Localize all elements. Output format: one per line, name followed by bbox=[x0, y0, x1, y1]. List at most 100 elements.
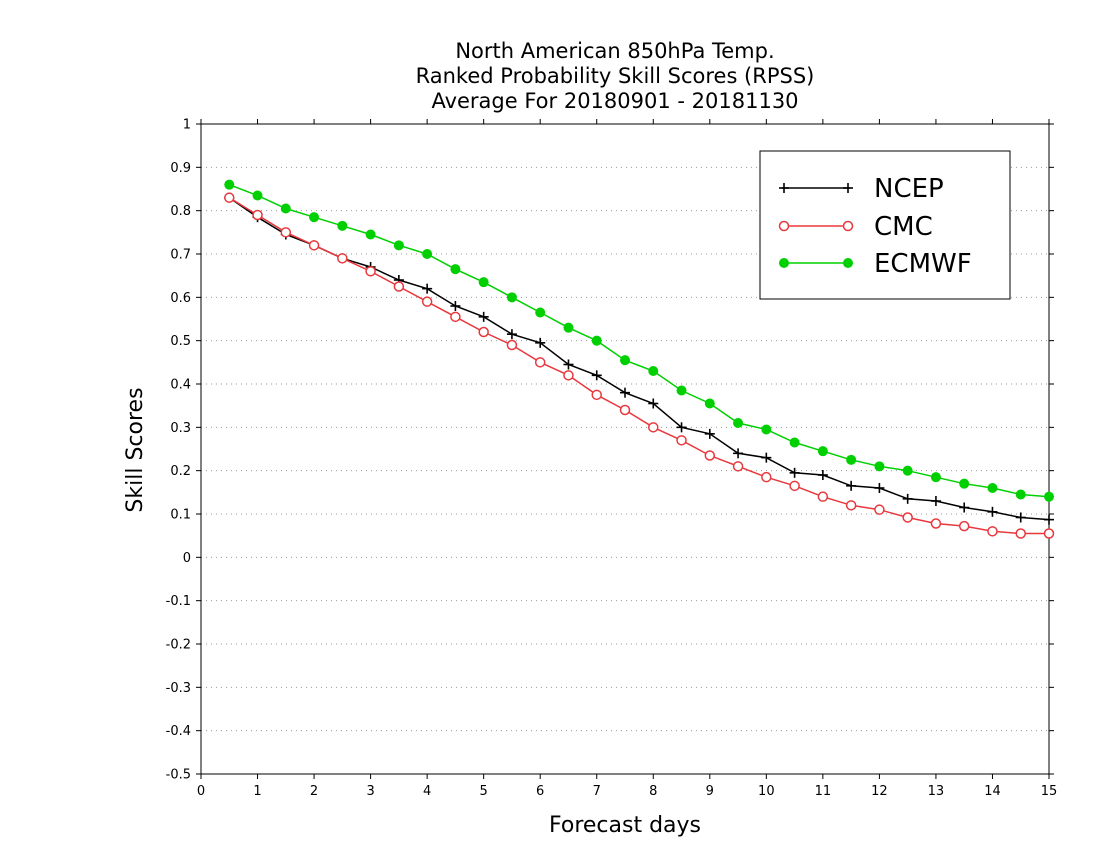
y-tick-label: 0.6 bbox=[170, 291, 191, 306]
chart-title-line-2: Ranked Probability Skill Scores (RPSS) bbox=[416, 64, 815, 88]
data-point-ncep bbox=[478, 311, 489, 322]
data-point-ncep bbox=[846, 480, 857, 491]
data-point-ncep bbox=[761, 452, 772, 463]
data-point-ncep bbox=[620, 387, 630, 398]
data-point-ecmwf bbox=[422, 249, 433, 259]
tick-labels: -0.5 -0.4 -0.3 -0.2 -0.1 0 0.1 0.2 0.3 0.4 0.5 0.6 0… bbox=[166, 118, 1058, 800]
series-layer bbox=[224, 179, 1055, 539]
data-point-ncep bbox=[959, 502, 970, 513]
legend-item-cmc: CMC bbox=[778, 212, 933, 242]
data-point-cmc bbox=[704, 450, 716, 461]
data-point-ncep bbox=[563, 359, 574, 370]
x-tick-label: 3 bbox=[366, 784, 374, 799]
data-point-ncep bbox=[733, 448, 744, 459]
legend-marker-ecmwf bbox=[843, 258, 853, 268]
x-tick-label: 0 bbox=[197, 784, 205, 799]
data-point-cmc bbox=[619, 404, 631, 416]
data-point-cmc bbox=[280, 227, 292, 238]
y-axis-label: Skill Scores bbox=[123, 387, 148, 512]
legend-item-ncep: NCEP bbox=[779, 174, 944, 204]
x-tick-label: 2 bbox=[310, 784, 318, 799]
y-tick-label: 0.3 bbox=[170, 421, 191, 436]
data-point-ecmwf bbox=[506, 292, 517, 303]
x-tick-label: 11 bbox=[815, 784, 832, 799]
data-point-ecmwf bbox=[761, 424, 772, 435]
data-point-ecmwf bbox=[733, 418, 744, 428]
data-point-ecmwf bbox=[676, 385, 687, 396]
data-point-cmc bbox=[252, 209, 263, 221]
x-tick-label: 13 bbox=[928, 784, 945, 799]
data-point-ecmwf bbox=[930, 472, 941, 483]
data-point-ncep bbox=[874, 483, 885, 493]
y-tick-label: -0.1 bbox=[166, 594, 191, 609]
data-point-ecmwf bbox=[704, 398, 715, 409]
x-tick-label: 12 bbox=[871, 784, 888, 799]
data-point-cmc bbox=[478, 326, 489, 338]
data-point-ecmwf bbox=[280, 203, 291, 214]
legend-marker-ncep bbox=[779, 183, 789, 193]
x-tick-label: 8 bbox=[649, 784, 657, 799]
data-point-cmc bbox=[761, 471, 772, 483]
x-axis-label: Forecast days bbox=[549, 813, 701, 838]
y-tick-label: 0.7 bbox=[170, 248, 191, 263]
legend-marker-cmc bbox=[778, 220, 790, 232]
data-point-cmc bbox=[930, 518, 942, 529]
x-tick-label: 6 bbox=[536, 784, 544, 799]
plot-frame bbox=[200, 123, 1050, 775]
chart-title: North American 850hPa Temp. Ranked Proba… bbox=[416, 39, 815, 113]
x-tick-label: 10 bbox=[758, 784, 775, 799]
data-point-ncep bbox=[676, 422, 687, 433]
legend-marker-cmc bbox=[842, 220, 854, 232]
x-tick-label: 7 bbox=[593, 784, 601, 799]
y-tick-label: 0.8 bbox=[170, 204, 191, 219]
series-ecmwf bbox=[224, 179, 1054, 502]
data-point-cmc bbox=[874, 504, 885, 515]
data-point-cmc bbox=[365, 266, 376, 277]
data-point-ecmwf bbox=[846, 454, 857, 465]
data-point-ecmwf bbox=[987, 483, 998, 493]
data-point-ecmwf bbox=[252, 190, 263, 201]
data-point-cmc bbox=[789, 480, 800, 492]
legend-label-ncep: NCEP bbox=[874, 174, 944, 204]
legend-box bbox=[759, 150, 1011, 300]
y-tick-label: -0.4 bbox=[166, 724, 191, 739]
data-point-cmc bbox=[308, 240, 320, 251]
data-point-ecmwf bbox=[535, 307, 546, 318]
data-point-ncep bbox=[1015, 512, 1026, 523]
legend-label-ecmwf: ECMWF bbox=[874, 249, 972, 279]
y-tick-label: -0.3 bbox=[166, 681, 191, 696]
data-point-ncep bbox=[930, 496, 941, 506]
data-point-ncep bbox=[987, 506, 998, 517]
data-point-cmc bbox=[506, 339, 518, 351]
legend-marker-ecmwf bbox=[779, 258, 789, 268]
axis-ticks bbox=[196, 119, 1054, 779]
data-point-cmc bbox=[224, 192, 235, 203]
series-cmc bbox=[224, 192, 1055, 539]
y-tick-label: 0.4 bbox=[170, 378, 191, 393]
legend-item-ecmwf: ECMWF bbox=[779, 249, 972, 279]
data-point-ecmwf bbox=[393, 240, 404, 251]
data-point-ecmwf bbox=[1015, 489, 1026, 500]
data-point-ncep bbox=[789, 467, 800, 478]
data-point-ncep bbox=[535, 337, 546, 348]
data-point-cmc bbox=[987, 526, 998, 537]
x-tick-label: 4 bbox=[423, 784, 431, 799]
data-point-cmc bbox=[732, 461, 744, 472]
data-point-cmc bbox=[1043, 528, 1055, 539]
y-tick-label: 0.9 bbox=[170, 161, 191, 176]
legend: NCEP CMC ECMWF bbox=[759, 150, 1011, 300]
data-point-ncep bbox=[422, 283, 433, 294]
data-point-ecmwf bbox=[1044, 491, 1054, 502]
data-point-cmc bbox=[450, 311, 461, 323]
x-tick-label: 5 bbox=[480, 784, 488, 799]
data-point-ecmwf bbox=[478, 277, 489, 288]
data-point-ecmwf bbox=[874, 461, 885, 472]
data-point-cmc bbox=[817, 491, 829, 502]
chart-title-line-1: North American 850hPa Temp. bbox=[455, 39, 774, 63]
data-point-cmc bbox=[534, 357, 546, 368]
y-tick-label: 1 bbox=[183, 118, 191, 133]
data-point-ecmwf bbox=[365, 229, 376, 240]
data-point-ecmwf bbox=[817, 446, 828, 457]
data-point-ecmwf bbox=[648, 366, 659, 376]
